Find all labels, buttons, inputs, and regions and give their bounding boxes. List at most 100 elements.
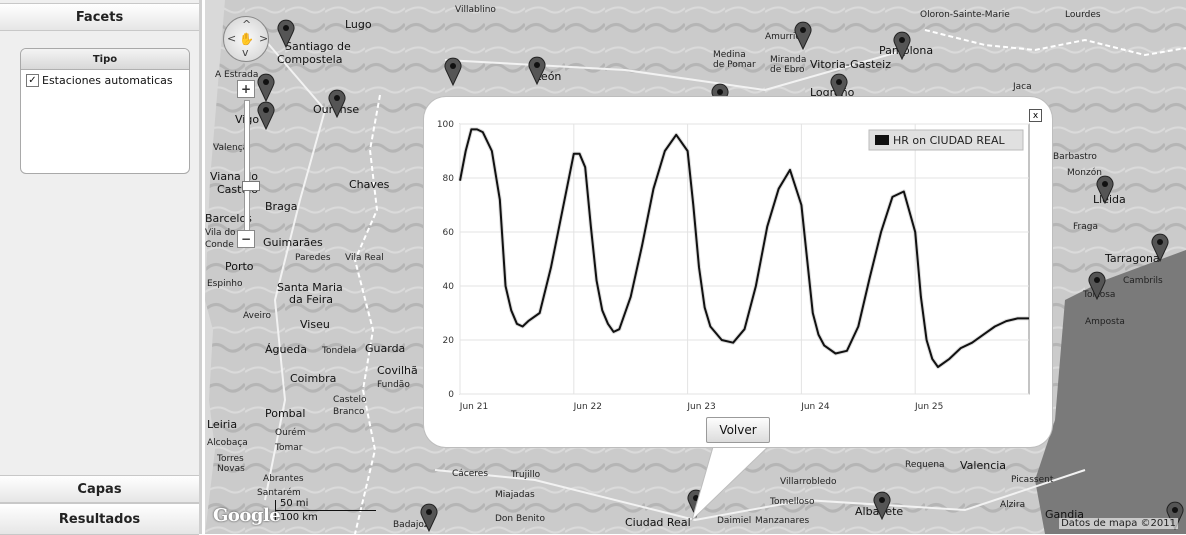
place-label: Guarda <box>365 342 406 355</box>
place-label: Tondela <box>322 346 357 356</box>
place-label: Braga <box>265 200 298 213</box>
place-label: Leiria <box>207 418 238 431</box>
place-label: Vila do <box>205 228 236 238</box>
place-label: Amurrio <box>765 32 801 42</box>
place-label: Oloron-Sainte-Marie <box>920 10 1010 20</box>
place-label: Tomelloso <box>770 497 815 507</box>
google-logo[interactable]: Google <box>213 505 281 526</box>
place-label: Porto <box>225 260 254 273</box>
pan-control[interactable]: ^ < > v ✋ <box>223 16 269 62</box>
place-label: Torres <box>217 454 244 464</box>
left-panel: Facets Tipo ✓ Estaciones automaticas Cap… <box>0 0 202 535</box>
resultados-header[interactable]: Resultados <box>0 503 199 535</box>
place-label: de Ebro <box>770 65 805 75</box>
station-marker[interactable] <box>1095 174 1115 204</box>
place-label: Gandia <box>1045 508 1085 521</box>
place-label: Badajoz <box>393 520 429 530</box>
station-marker[interactable] <box>527 55 547 85</box>
place-label: Miranda <box>770 55 807 65</box>
station-marker[interactable] <box>872 490 892 520</box>
x-tick-label: Jun 24 <box>800 402 830 412</box>
place-label: Alcobaça <box>207 438 248 448</box>
pan-down-icon[interactable]: v <box>242 46 249 59</box>
place-label: Amposta <box>1085 317 1125 327</box>
place-label: Lugo <box>345 18 372 31</box>
station-marker[interactable] <box>1087 270 1107 300</box>
station-marker[interactable] <box>793 20 813 50</box>
legend-box <box>868 129 1024 151</box>
place-label: Lourdes <box>1065 10 1101 20</box>
map-copyright[interactable]: Datos de mapa ©2011 <box>1059 518 1178 529</box>
station-marker[interactable] <box>829 72 849 102</box>
place-label: Vitoria-Gasteiz <box>810 58 891 71</box>
place-label: Santa Maria <box>277 281 343 294</box>
y-tick-label: 40 <box>443 282 455 292</box>
zoom-slider-track[interactable] <box>242 100 260 232</box>
place-label: Medina <box>713 50 746 60</box>
station-marker[interactable] <box>327 88 347 118</box>
pan-left-icon[interactable]: < <box>227 32 237 45</box>
pan-right-icon[interactable]: > <box>259 32 269 45</box>
station-marker[interactable] <box>892 30 912 60</box>
place-label: Chaves <box>349 178 390 191</box>
place-label: Pombal <box>265 407 306 420</box>
place-label: Tarragona <box>1105 252 1160 265</box>
place-label: Monzón <box>1067 168 1102 178</box>
station-marker[interactable] <box>256 100 276 130</box>
place-label: Don Benito <box>495 514 545 524</box>
place-label: Lleida <box>1093 193 1126 206</box>
facets-header-label: Facets <box>75 9 124 25</box>
place-label: Daimiel <box>717 516 752 526</box>
place-label: Barcelos <box>205 212 252 225</box>
capas-header[interactable]: Capas <box>0 475 199 503</box>
place-label: A Estrada <box>215 70 259 80</box>
resultados-header-label: Resultados <box>58 511 141 527</box>
place-label: Conde <box>205 240 234 250</box>
place-label: da Feira <box>289 293 334 306</box>
tipo-facet-title: Tipo <box>21 49 189 70</box>
volver-button[interactable]: Volver <box>706 417 770 443</box>
facet-option-label: Estaciones automaticas <box>42 74 173 87</box>
place-label: Fundão <box>377 380 410 390</box>
facets-header[interactable]: Facets <box>0 3 199 31</box>
zoom-slider-handle[interactable] <box>242 181 260 191</box>
station-marker[interactable] <box>1165 500 1185 530</box>
zoom-out-button[interactable]: − <box>237 230 255 248</box>
place-label: Cáceres <box>452 469 489 479</box>
station-marker[interactable] <box>443 56 463 86</box>
place-label: Trujillo <box>511 470 541 480</box>
y-tick-label: 0 <box>448 390 454 400</box>
capas-header-label: Capas <box>77 481 122 497</box>
facet-option-estaciones[interactable]: ✓ Estaciones automaticas <box>21 70 189 91</box>
place-label: Manzanares <box>755 516 810 526</box>
station-marker[interactable] <box>1150 232 1170 262</box>
station-marker[interactable] <box>686 488 706 518</box>
place-label: Branco <box>333 407 365 417</box>
series-line <box>459 128 1029 368</box>
estaciones-checkbox[interactable]: ✓ <box>26 74 39 87</box>
close-infowindow-button[interactable]: x <box>1029 109 1042 122</box>
place-label: Fraga <box>1073 222 1098 232</box>
pan-up-icon[interactable]: ^ <box>242 18 252 31</box>
x-tick-label: Jun 21 <box>459 402 488 412</box>
place-label: Valencia <box>960 459 1007 472</box>
place-label: Aveiro <box>243 311 272 321</box>
x-tick-label: Jun 22 <box>573 402 602 412</box>
zoom-in-button[interactable]: + <box>237 80 255 98</box>
place-label: Santiago de <box>285 40 351 53</box>
zoom-control[interactable]: + − <box>237 80 260 250</box>
place-label: Barbastro <box>1053 152 1097 162</box>
place-label: de Pomar <box>713 60 756 70</box>
station-marker[interactable] <box>276 18 296 48</box>
plot-area <box>459 123 1030 395</box>
legend-swatch <box>875 135 889 145</box>
place-label: Valença <box>213 143 249 153</box>
place-label: Requena <box>905 460 945 470</box>
x-tick-label: Jun 25 <box>914 402 943 412</box>
station-marker[interactable] <box>419 502 439 532</box>
place-label: Jaca <box>1013 82 1032 92</box>
place-label: Novas <box>217 464 245 474</box>
place-label: Villarrobledo <box>780 477 837 487</box>
place-label: Compostela <box>277 53 343 66</box>
station-marker[interactable] <box>256 72 276 102</box>
